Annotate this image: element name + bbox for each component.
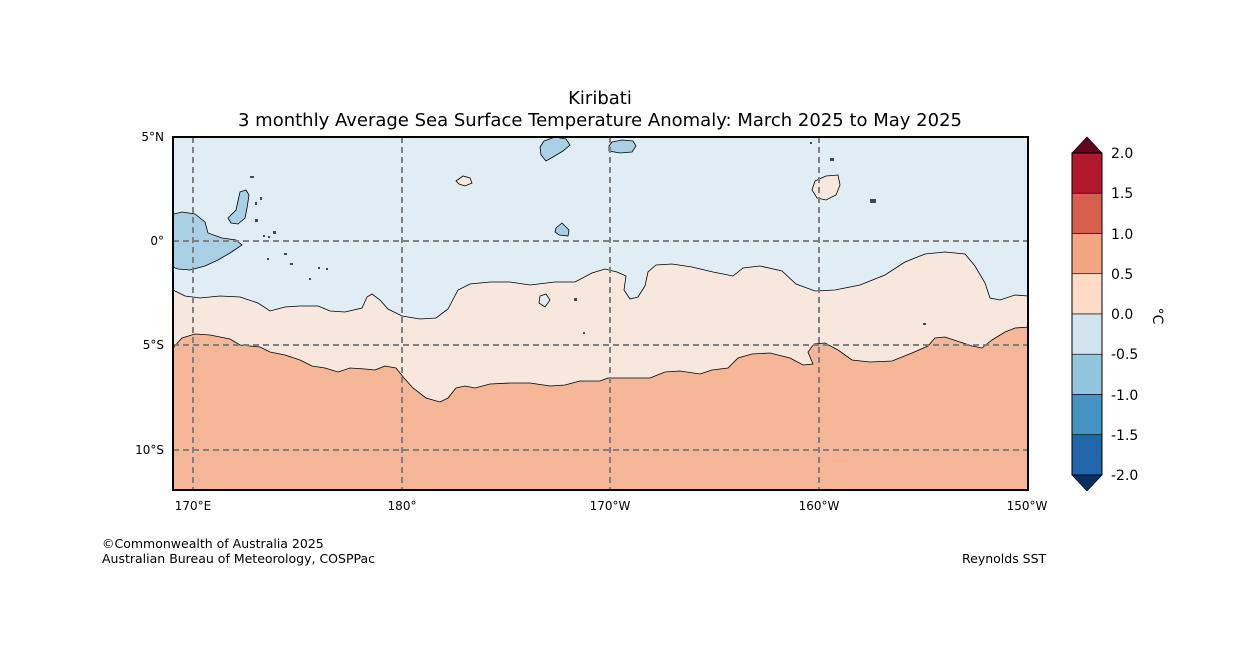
colorbar-bin-neg0-5-to-0 [1071, 313, 1103, 355]
lon-label-170e: 170°E [175, 499, 212, 513]
anomaly-patch-north-2 [608, 139, 637, 154]
lon-label-150w: 150°W [1007, 499, 1048, 513]
colorbar-extend-above [1071, 136, 1103, 154]
colorbar-bin-0-5-to-1 [1071, 233, 1103, 275]
data-source-text: Reynolds SST [962, 551, 1047, 566]
lat-label-5n: 5°N [141, 130, 164, 144]
cb-tick: 2.0 [1111, 146, 1133, 162]
map-subtitle: 3 monthly Average Sea Surface Temperatur… [238, 110, 962, 131]
lat-label-5s: 5°S [143, 338, 164, 352]
islands [250, 142, 926, 334]
gridlines [173, 137, 1028, 490]
agency-text: Australian Bureau of Meteorology, COSPPa… [102, 551, 375, 566]
lat-label-0: 0° [150, 234, 164, 248]
anomaly-patch-center [554, 222, 570, 237]
colorbar-bin-1-5-to-2 [1071, 152, 1103, 194]
cb-tick: 1.5 [1111, 186, 1133, 202]
anomaly-patch-pos-1 [455, 175, 473, 187]
copyright-text: ©Commonwealth of Australia 2025 [102, 536, 324, 551]
colorbar-bin-neg2-to-neg1-5 [1071, 434, 1103, 476]
colorbar-bin-neg1-to-neg0-5 [1071, 353, 1103, 395]
map-frame [172, 136, 1029, 491]
lat-label-10s: 10°S [135, 443, 164, 457]
colorbar-extend-below [1071, 474, 1103, 492]
lon-label-170w: 170°W [590, 499, 631, 513]
colorbar-unit-label: °C [1149, 308, 1165, 325]
colorbar-bin-0-to-0-5 [1071, 273, 1103, 315]
colorbar [1071, 136, 1103, 492]
cb-tick: -1.5 [1111, 428, 1138, 444]
cb-tick: -2.0 [1111, 468, 1138, 484]
anomaly-patch-gilbert [227, 189, 250, 225]
cb-tick: -1.0 [1111, 388, 1138, 404]
colorbar-ticks: 2.0 1.5 1.0 0.5 0.0 -0.5 -1.0 -1.5 -2.0 [1111, 146, 1138, 484]
anomaly-patch-neg-small [538, 293, 551, 308]
cb-tick: 0.0 [1111, 307, 1133, 323]
colorbar-bin-1-to-1-5 [1071, 192, 1103, 234]
lon-label-180: 180° [388, 499, 417, 513]
lon-label-160w: 160°W [799, 499, 840, 513]
map-title: Kiribati [568, 88, 632, 109]
cb-tick: 1.0 [1111, 227, 1133, 243]
cb-tick: 0.5 [1111, 267, 1133, 283]
footer-credits: ©Commonwealth of Australia 2025 Australi… [102, 536, 375, 566]
cb-tick: -0.5 [1111, 347, 1138, 363]
colorbar-bin-neg1-5-to-neg1 [1071, 394, 1103, 436]
